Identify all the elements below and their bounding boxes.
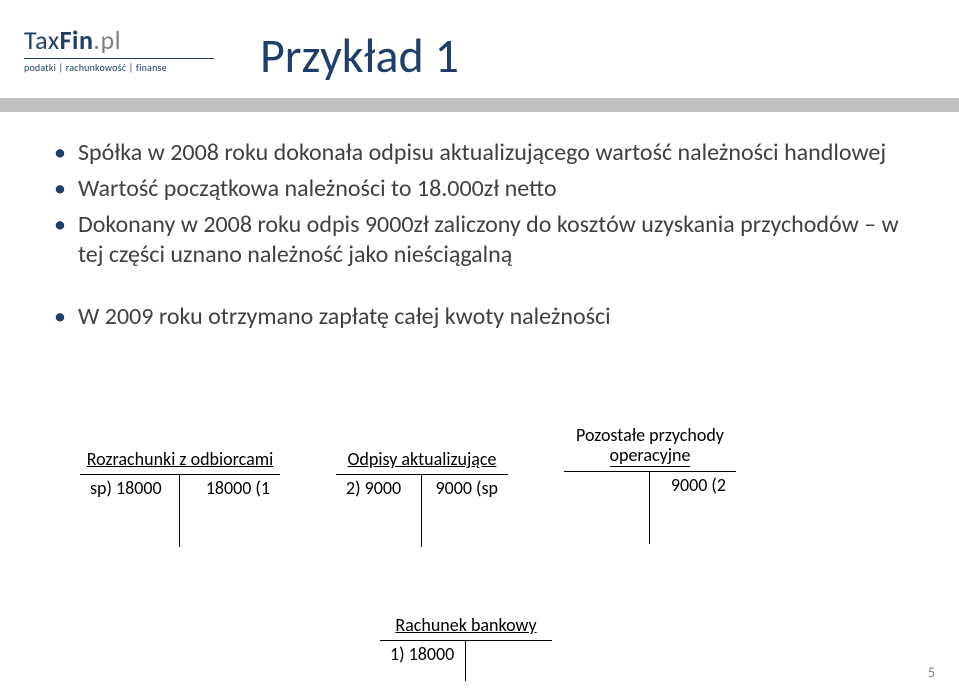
t-account-debit: 2) 9000	[336, 475, 422, 547]
logo-underline	[24, 58, 214, 59]
logo-subtitle: podatki | rachunkowość | finanse	[24, 61, 214, 74]
bullet-item: Dokonany w 2008 roku odpis 9000zł zalicz…	[54, 210, 904, 270]
t-account-credit: 9000 (2	[650, 472, 736, 544]
logo-part-pl: .pl	[93, 24, 121, 56]
t-account-title-line: Pozostałe przychody	[576, 424, 724, 446]
logo-part-tax: Tax	[24, 24, 60, 56]
t-account-bank: Rachunek bankowy 1) 18000	[380, 614, 552, 681]
t-account-bank-wrapper: Rachunek bankowy 1) 18000	[380, 614, 552, 681]
bullet-list: Spółka w 2008 roku dokonała odpisu aktua…	[54, 138, 904, 270]
logo-part-fin: Fin	[60, 24, 94, 56]
content-area: Spółka w 2008 roku dokonała odpisu aktua…	[54, 138, 904, 338]
bullet-item: W 2009 roku otrzymano zapłatę całej kwot…	[54, 302, 904, 332]
t-account-other-income: Pozostałe przychody operacyjne 9000 (2	[564, 426, 736, 547]
bullet-item: Wartość początkowa należności to 18.000z…	[54, 174, 904, 204]
slide: TaxFin.pl podatki | rachunkowość | finan…	[0, 0, 959, 693]
page-number: 5	[928, 664, 935, 681]
bullet-item: Spółka w 2008 roku dokonała odpisu aktua…	[54, 138, 904, 168]
t-account-title: Rozrachunki z odbiorcami	[80, 448, 280, 470]
t-account-credit	[466, 641, 552, 681]
t-account-credit: 18000 (1	[180, 475, 280, 547]
t-account-debit: sp) 18000	[80, 475, 180, 547]
t-account-title: Rachunek bankowy	[380, 614, 552, 636]
t-account-writeoffs: Odpisy aktualizujące 2) 9000 9000 (sp	[336, 448, 508, 547]
bullet-list: W 2009 roku otrzymano zapłatę całej kwot…	[54, 302, 904, 332]
t-account-title-line: operacyjne	[610, 446, 691, 467]
t-account-credit: 9000 (sp	[422, 475, 508, 547]
t-account-receivables: Rozrachunki z odbiorcami sp) 18000 18000…	[80, 448, 280, 547]
t-accounts-row: Rozrachunki z odbiorcami sp) 18000 18000…	[80, 448, 900, 547]
logo: TaxFin.pl podatki | rachunkowość | finan…	[24, 24, 214, 74]
t-account-title: Odpisy aktualizujące	[336, 448, 508, 470]
t-account-title: Pozostałe przychody operacyjne	[564, 426, 736, 467]
spacer	[54, 276, 904, 302]
t-account-debit	[564, 472, 650, 544]
logo-wordmark: TaxFin.pl	[24, 24, 214, 56]
t-account-debit: 1) 18000	[380, 641, 466, 681]
page-title: Przykład 1	[260, 26, 459, 85]
title-accent-band	[0, 98, 959, 112]
